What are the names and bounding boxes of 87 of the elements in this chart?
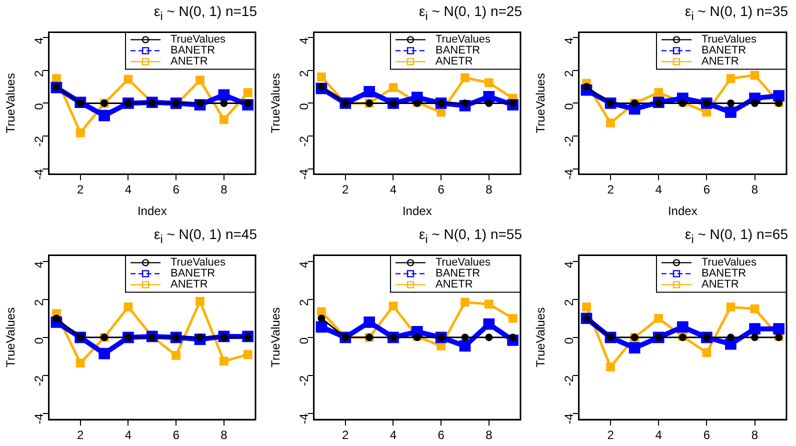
x-tick-label: 8 — [486, 428, 493, 442]
x-tick-label: 6 — [172, 182, 180, 197]
y-tick-label: -2 — [297, 136, 312, 147]
y-axis-title: TrueValues — [4, 73, 18, 134]
x-axis-title: Index — [668, 204, 698, 218]
legend-label: ANETR — [170, 56, 208, 68]
x-tick-label: 6 — [172, 428, 180, 442]
y-tick-label: 4 — [32, 260, 46, 268]
x-tick-label: 6 — [703, 182, 710, 197]
chart-title: ε$_{i}$ ~ N(0, 1) n=15 — [152, 2, 258, 23]
y-tick-label: -2 — [32, 136, 46, 147]
legend-label: TrueValues — [702, 34, 758, 46]
legend-label: BANETR — [170, 268, 216, 280]
y-tick-label: -4 — [562, 413, 576, 424]
y-tick-label: -4 — [32, 413, 46, 424]
y-axis-title: TrueValues — [4, 307, 18, 368]
y-tick-label: 4 — [297, 260, 312, 268]
y-tick-label: 2 — [297, 299, 312, 306]
x-tick-label: 6 — [438, 182, 445, 197]
x-tick-label: 2 — [77, 182, 84, 197]
y-tick-label: 4 — [562, 260, 576, 268]
x-tick-label: 2 — [607, 182, 614, 197]
x-tick-label: 4 — [655, 428, 662, 442]
y-axis-title: TrueValues — [534, 73, 548, 134]
y-tick-label: 2 — [32, 70, 46, 78]
legend-label: ANETR — [436, 56, 473, 68]
legend-label: BANETR — [436, 268, 480, 280]
chart-title: ε$_{i}$ ~ N(0, 1) n=35 — [684, 2, 789, 23]
y-tick-label: 0 — [297, 337, 312, 344]
y-tick-label: 4 — [32, 37, 46, 44]
y-tick-label: 2 — [562, 299, 576, 306]
chart-title: ε$_{i}$ ~ N(0, 1) n=55 — [418, 225, 523, 246]
legend-label: ANETR — [702, 56, 739, 68]
y-tick-label: 0 — [32, 337, 46, 344]
legend-label: ANETR — [702, 278, 739, 291]
y-tick-label: -2 — [562, 136, 576, 147]
y-tick-label: 4 — [297, 37, 312, 44]
x-tick-label: 2 — [77, 428, 84, 442]
y-tick-label: -2 — [562, 375, 576, 386]
legend-label: ANETR — [170, 278, 208, 291]
legend-label: BANETR — [436, 44, 480, 57]
chart-title: ε$_{i}$ ~ N(0, 1) n=45 — [152, 225, 258, 246]
y-tick-label: 4 — [562, 37, 576, 44]
x-tick-label: 8 — [751, 428, 758, 442]
x-axis-title: Index — [402, 204, 432, 218]
x-tick-label: 6 — [438, 428, 445, 442]
x-tick-label: 4 — [124, 428, 132, 442]
y-tick-label: 0 — [562, 337, 576, 344]
x-tick-label: 8 — [486, 182, 493, 197]
legend-label: BANETR — [702, 268, 746, 280]
y-axis-title: TrueValues — [534, 307, 548, 368]
x-tick-label: 6 — [703, 428, 710, 442]
legend-label: TrueValues — [436, 34, 492, 46]
y-tick-label: 0 — [32, 102, 46, 110]
legend-label: TrueValues — [702, 256, 758, 269]
x-tick-label: 4 — [390, 428, 397, 442]
y-tick-label: 0 — [297, 102, 312, 110]
y-tick-label: -4 — [562, 168, 576, 180]
x-tick-label: 8 — [220, 428, 228, 442]
y-axis-title: TrueValues — [268, 73, 283, 134]
x-tick-label: 2 — [342, 428, 350, 442]
x-tick-label: 2 — [607, 428, 614, 442]
legend-label: BANETR — [170, 44, 216, 57]
x-tick-label: 4 — [390, 182, 397, 197]
x-tick-label: 8 — [220, 182, 228, 197]
x-tick-label: 4 — [124, 182, 132, 197]
y-tick-label: -2 — [297, 375, 312, 386]
y-tick-label: -2 — [32, 375, 46, 386]
x-tick-label: 4 — [655, 182, 662, 197]
x-tick-label: 8 — [751, 182, 758, 197]
y-tick-label: 2 — [32, 299, 46, 306]
y-tick-label: 0 — [562, 102, 576, 110]
legend-label: TrueValues — [436, 256, 492, 269]
legend-label: TrueValues — [170, 34, 226, 46]
chart-title: ε$_{i}$ ~ N(0, 1) n=65 — [684, 225, 789, 246]
y-axis-title: TrueValues — [268, 307, 283, 368]
y-tick-label: -4 — [32, 168, 46, 180]
y-tick-label: 2 — [562, 70, 576, 78]
y-tick-label: -4 — [297, 168, 312, 180]
chart-title: ε$_{i}$ ~ N(0, 1) n=25 — [418, 2, 523, 23]
x-tick-label: 2 — [342, 182, 350, 197]
legend-label: ANETR — [436, 278, 473, 291]
y-tick-label: 2 — [297, 70, 312, 78]
legend-label: BANETR — [702, 44, 746, 57]
legend-label: TrueValues — [170, 256, 226, 269]
y-tick-label: -4 — [297, 413, 312, 424]
x-axis-title: Index — [137, 204, 167, 218]
